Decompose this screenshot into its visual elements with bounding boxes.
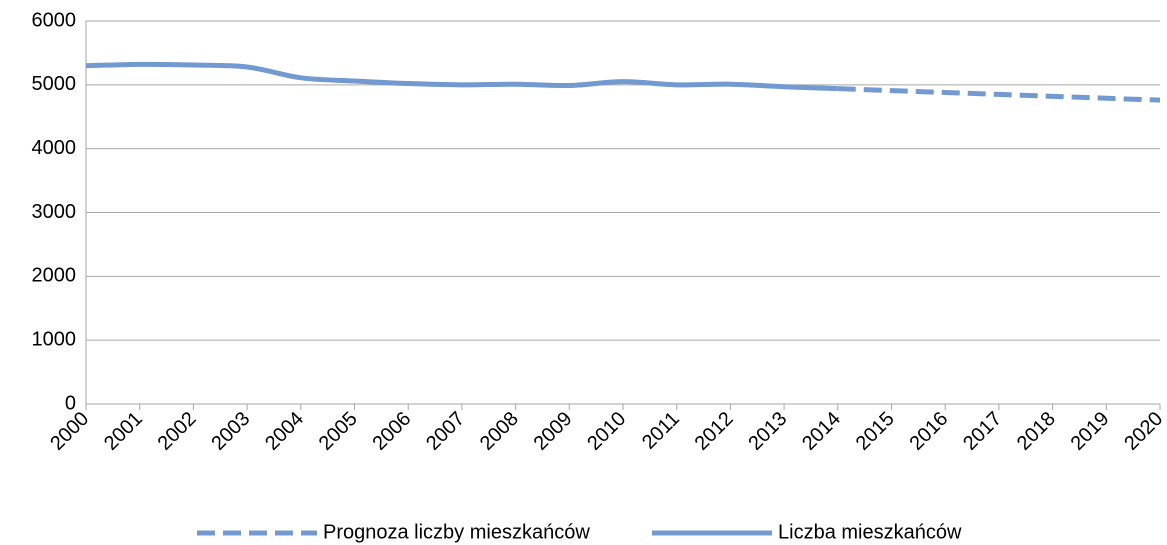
x-tick-label: 2013 [744,408,791,455]
x-tick-label: 2003 [207,408,254,455]
x-tick-label: 2009 [530,408,577,455]
y-tick-label: 3000 [32,201,77,223]
y-tick-label: 5000 [32,73,77,95]
y-tick-label: 6000 [32,9,77,31]
y-tick-label: 1000 [32,328,77,350]
x-tick-label: 2020 [1120,408,1167,455]
x-tick-label: 2001 [100,408,147,455]
series-line [837,86,1161,103]
x-tick-label: 2010 [583,408,630,455]
x-tick-label: 2012 [691,408,738,455]
x-tick-label: 2005 [315,408,362,455]
x-tick-label: 2006 [368,408,415,455]
x-tick-label: 2007 [422,408,469,455]
x-tick-label: 2014 [798,408,845,455]
x-tick-label: 2015 [852,408,899,455]
legend-label: Prognoza liczby mieszkańców [323,521,590,543]
legend-label: Liczba mieszkańców [778,521,962,543]
x-tick-label: 2016 [905,408,952,455]
x-tick-label: 2008 [476,408,523,455]
x-tick-label: 2019 [1067,408,1114,455]
x-tick-label: 2004 [261,408,308,455]
x-tick-label: 2002 [154,408,201,455]
y-tick-label: 4000 [32,137,77,159]
y-tick-label: 0 [65,392,76,414]
y-tick-label: 2000 [32,265,77,287]
x-tick-label: 2017 [959,408,1006,455]
x-tick-label: 2011 [638,408,684,454]
x-tick-label: 2018 [1013,408,1060,455]
series-line [85,61,838,92]
x-tick-label: 2000 [46,408,93,455]
